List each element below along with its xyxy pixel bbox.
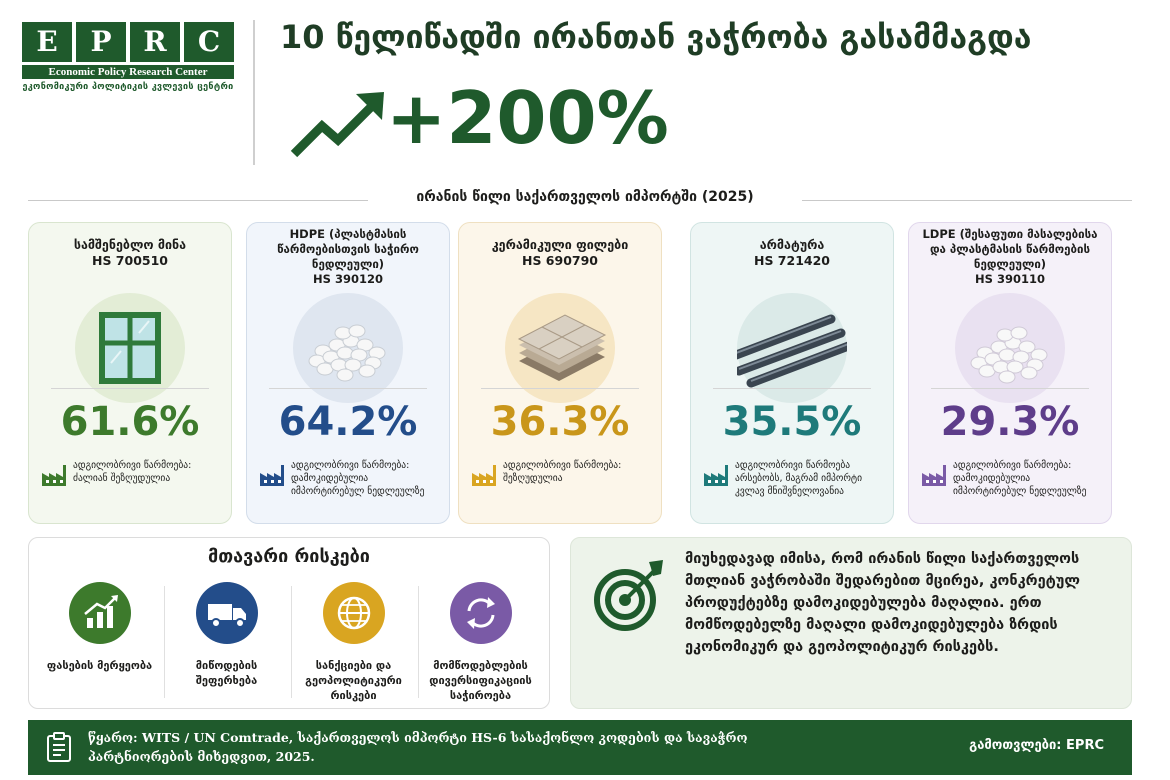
card-note: ადგილობრივი წარმოება არსებობს, მაგრამ იმ… [735, 460, 863, 497]
product-card-hdpe: HDPE (პლასტმასის წარმოებისთვის საჭირო ნე… [246, 222, 450, 524]
section-title-text: ირანის წილი საქართველოს იმპორტში (2025) [406, 189, 764, 205]
factory-icon [704, 465, 728, 486]
card-name: HDPE (პლასტმასის წარმოებისთვის საჭირო ნე… [277, 227, 419, 271]
bar-chart-icon [68, 582, 131, 644]
logo-letters: E P R C [22, 22, 234, 62]
share-percent: 35.5% [722, 399, 862, 445]
card-divider [481, 388, 639, 389]
share-percent: 29.3% [940, 399, 1080, 445]
risk-item-sanctions: სანქციები და გეოპოლიტიკური რისკები [291, 578, 416, 703]
logo-letter: P [76, 22, 126, 62]
factory-icon [42, 465, 66, 486]
risk-item-diversification: მომწოდებლების დივერსიფიკაციის საჭიროება [418, 578, 543, 703]
card-title: არმატურა HS 721420 [699, 237, 885, 269]
logo-subtitle-ka: ეკონომიკური პოლიტიკის კვლევის ცენტრი [22, 82, 234, 92]
card-note: ადგილობრივი წარმოება: დამოკიდებულია იმპო… [953, 460, 1087, 497]
card-divider [269, 388, 427, 389]
growth-value: +200% [386, 76, 669, 160]
globe-icon [322, 582, 385, 644]
card-name: LDPE (შესაფუთი მასალებისა და პლასტმასის … [922, 227, 1098, 271]
calculations-credit: გამოთვლები: EPRC [969, 738, 1104, 753]
clipboard-icon [47, 732, 71, 762]
factory-icon [472, 465, 496, 486]
risk-item-price-volatility: ფასების მერყეობა [37, 578, 162, 673]
source-text: წყარო: WITS / UN Comtrade, საქართველოს ი… [88, 730, 748, 764]
card-note: ადგილობრივი წარმოება: შეზღუდულია [503, 460, 622, 484]
card-name: არმატურა [759, 237, 825, 252]
risk-label: სანქციები და გეოპოლიტიკური რისკები [305, 659, 402, 702]
section-title: ირანის წილი საქართველოს იმპორტში (2025) [0, 189, 1170, 205]
logo-letter: E [22, 22, 72, 62]
card-title: კერამიკული ფილები HS 690790 [467, 237, 653, 269]
header-divider [253, 20, 255, 165]
logo-subtitle: Economic Policy Research Center [22, 65, 234, 79]
share-percent: 61.6% [60, 399, 200, 445]
card-divider [713, 388, 871, 389]
footer-bar: წყარო: WITS / UN Comtrade, საქართველოს ი… [28, 720, 1132, 775]
risks-title: მთავარი რისკები [208, 546, 370, 567]
risk-divider [418, 586, 419, 698]
truck-icon [195, 582, 258, 644]
target-icon [594, 560, 663, 631]
logo-letter: R [130, 22, 180, 62]
logo-letter: C [184, 22, 234, 62]
product-card-rebar: არმატურა HS 721420 35.5% ადგილობრივი წარ… [690, 222, 894, 524]
page-title: 10 წელიწადში ირანთან ვაჭრობა გასამმაგდა [280, 18, 1032, 56]
product-card-ldpe: LDPE (შესაფუთი მასალებისა და პლასტმასის … [908, 222, 1112, 524]
product-card-tiles: კერამიკული ფილები HS 690790 36.3% ადგილო… [458, 222, 662, 524]
pellets-icon [955, 293, 1065, 403]
eprc-logo: E P R C Economic Policy Research Center … [22, 22, 234, 92]
card-title: HDPE (პლასტმასის წარმოებისთვის საჭირო ნე… [255, 227, 441, 287]
risk-label: ფასების მერყეობა [46, 659, 153, 672]
rebar-icon [737, 293, 847, 403]
risk-divider [164, 586, 165, 698]
risks-panel: მთავარი რისკები ფასების მერყეობა მიწოდებ… [28, 537, 550, 709]
card-code: HS 721420 [753, 253, 830, 268]
card-note: ადგილობრივი წარმოება: ძალიან შეზღუდულია [73, 460, 192, 484]
card-title: LDPE (შესაფუთი მასალებისა და პლასტმასის … [917, 227, 1103, 287]
card-name: სამშენებლო მინა [73, 237, 187, 252]
card-code: HS 390110 [975, 272, 1045, 286]
summary-box: მიუხედავად იმისა, რომ ირანის წილი საქართ… [570, 537, 1132, 709]
tiles-icon [505, 293, 615, 403]
product-card-glass: სამშენებლო მინა HS 700510 61.6% ადგილობრ… [28, 222, 232, 524]
share-percent: 64.2% [278, 399, 418, 445]
factory-icon [260, 465, 284, 486]
pellets-icon [293, 293, 403, 403]
card-note: ადგილობრივი წარმოება: დამოკიდებულია იმპო… [291, 460, 425, 497]
card-title: სამშენებლო მინა HS 700510 [37, 237, 223, 269]
summary-text: მიუხედავად იმისა, რომ ირანის წილი საქართ… [685, 551, 1080, 655]
factory-icon [922, 465, 946, 486]
card-code: HS 700510 [91, 253, 168, 268]
section-divider-left [28, 200, 368, 201]
risk-label: მიწოდების შეფერხება [195, 659, 258, 687]
card-divider [51, 388, 209, 389]
refresh-icon [449, 582, 512, 644]
risk-label: მომწოდებლების დივერსიფიკაციის საჭიროება [429, 659, 532, 702]
card-code: HS 690790 [521, 253, 598, 268]
trend-up-icon [290, 92, 384, 158]
risk-item-supply-disruption: მიწოდების შეფერხება [164, 578, 289, 688]
card-divider [931, 388, 1089, 389]
card-name: კერამიკული ფილები [491, 237, 629, 252]
card-code: HS 390120 [313, 272, 383, 286]
risk-divider [291, 586, 292, 698]
window-icon [75, 293, 185, 403]
share-percent: 36.3% [490, 399, 630, 445]
section-divider-right [802, 200, 1132, 201]
